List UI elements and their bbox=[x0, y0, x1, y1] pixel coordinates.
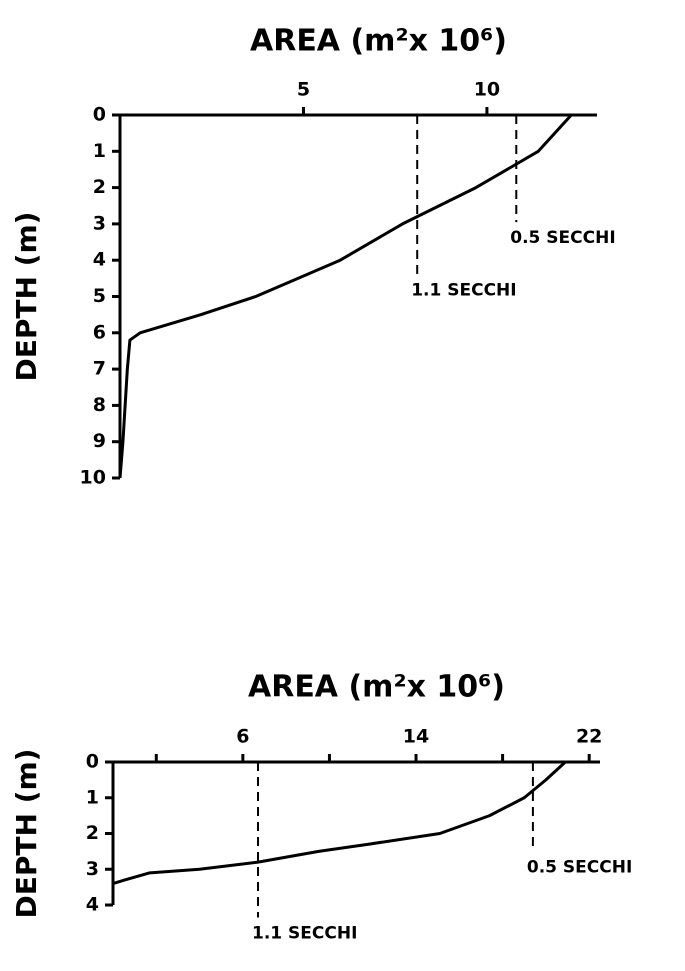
chart-title: AREA (m²x 10⁶) bbox=[250, 24, 507, 59]
y-axis-label: DEPTH (m) bbox=[10, 749, 43, 919]
x-tick-label: 14 bbox=[403, 726, 429, 748]
y-tick-label: 8 bbox=[93, 394, 106, 416]
x-tick-label: 5 bbox=[297, 79, 310, 101]
depth-area-curve bbox=[112, 760, 567, 885]
chart-title: AREA (m²x 10⁶) bbox=[248, 670, 505, 705]
y-tick-label: 2 bbox=[86, 822, 99, 844]
y-tick-label: 4 bbox=[86, 894, 99, 916]
x-tick-label: 10 bbox=[474, 79, 500, 101]
secchi-label: 1.1 SECCHI bbox=[411, 281, 516, 301]
y-tick-label: 1 bbox=[93, 140, 106, 162]
y-tick-label: 3 bbox=[86, 858, 99, 880]
y-axis-label: DEPTH (m) bbox=[10, 212, 43, 382]
y-tick-label: 3 bbox=[93, 212, 106, 234]
y-tick-label: 4 bbox=[93, 249, 106, 271]
y-tick-label: 10 bbox=[80, 467, 106, 489]
y-tick-label: 6 bbox=[93, 321, 106, 343]
y-tick-label: 7 bbox=[93, 358, 106, 380]
secchi-label: 0.5 SECCHI bbox=[510, 228, 615, 248]
y-tick-label: 1 bbox=[86, 786, 99, 808]
depth-area-curve bbox=[118, 113, 573, 479]
y-tick-label: 0 bbox=[86, 751, 99, 773]
x-tick-label: 6 bbox=[236, 726, 249, 748]
x-tick-label: 22 bbox=[576, 726, 602, 748]
y-tick-label: 5 bbox=[93, 285, 106, 307]
y-tick-label: 9 bbox=[93, 430, 106, 452]
y-tick-label: 0 bbox=[93, 104, 106, 126]
y-tick-label: 2 bbox=[93, 176, 106, 198]
secchi-label: 1.1 SECCHI bbox=[252, 924, 357, 944]
secchi-label: 0.5 SECCHI bbox=[527, 857, 632, 877]
